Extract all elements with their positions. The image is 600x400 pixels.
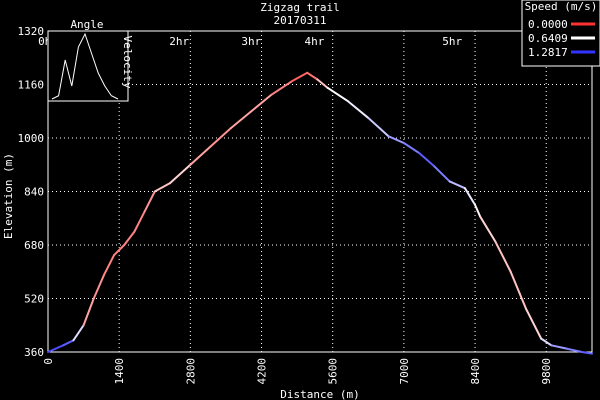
elevation-segment <box>580 351 593 355</box>
y-tick-label: 1160 <box>18 79 45 92</box>
elevation-segment <box>92 274 105 300</box>
chart-subtitle: 20170311 <box>274 14 327 27</box>
y-tick-label: 360 <box>24 346 44 359</box>
legend-title: Speed (m/s) <box>525 0 598 13</box>
time-tick-label: 4hr <box>304 35 324 48</box>
y-tick-label: 840 <box>24 186 44 199</box>
elevation-segment <box>169 163 192 185</box>
y-tick-label: 520 <box>24 293 44 306</box>
x-tick-label: 1400 <box>113 358 126 385</box>
inset-chart: Angle Velocity <box>47 18 134 102</box>
elevation-segment <box>326 86 349 103</box>
elevation-segment <box>189 145 212 166</box>
x-tick-label: 9800 <box>540 358 553 385</box>
time-tick-label: 3hr <box>241 35 261 48</box>
elevation-segment <box>270 80 294 96</box>
time-tick-label: 2hr <box>169 35 189 48</box>
elevation-segment <box>463 187 477 206</box>
elevation-segment <box>524 307 543 340</box>
y-tick-label: 1320 <box>18 25 45 38</box>
time-tick-label: 5hr <box>442 35 462 48</box>
elevation-segment <box>418 152 436 168</box>
x-tick-label: 5600 <box>327 358 340 385</box>
elevation-segment <box>62 339 75 347</box>
elevation-segment <box>306 71 319 81</box>
elevation-segment <box>550 344 568 350</box>
x-tick-label: 4200 <box>256 358 269 385</box>
elevation-segment <box>291 71 309 83</box>
elevation-segment <box>474 203 482 218</box>
legend-frame <box>521 0 600 67</box>
elevation-segment <box>153 182 172 193</box>
y-tick-layer: 360 520 680 840 1000 1160 1320 <box>18 25 45 359</box>
legend-label: 0.6409 <box>528 32 568 45</box>
elevation-segment <box>494 240 512 273</box>
legend-label: 1.2817 <box>528 46 568 59</box>
elevation-segment <box>123 230 136 246</box>
x-tick-label: 0 <box>42 358 55 365</box>
inset-right-label: Velocity <box>121 36 134 89</box>
elevation-segment <box>479 215 497 243</box>
x-tick-layer: 0 1400 2800 4200 5600 7000 8400 9800 <box>42 358 553 385</box>
legend-label: 0.0000 <box>528 18 568 31</box>
elevation-segment <box>209 126 233 148</box>
elevation-segment <box>47 344 65 353</box>
elevation-segment <box>102 254 116 277</box>
elevation-segment <box>113 244 126 257</box>
elevation-segment <box>433 165 451 183</box>
elevation-segment <box>72 324 85 342</box>
y-tick-label: 680 <box>24 239 44 252</box>
elevation-segment <box>82 297 95 327</box>
elevation-segment <box>250 93 273 113</box>
grid-layer <box>47 30 592 353</box>
elevation-segment <box>565 347 583 353</box>
elevation-segment <box>230 110 253 129</box>
series-layer <box>47 71 593 355</box>
x-tick-label: 8400 <box>469 358 482 385</box>
y-tick-label: 1000 <box>18 132 45 145</box>
elevation-segment <box>448 180 466 190</box>
inset-line <box>51 32 119 100</box>
x-axis-label: Distance (m) <box>280 388 359 400</box>
elevation-segment <box>540 337 553 347</box>
elevation-segment <box>133 210 146 233</box>
elevation-segment <box>316 78 329 89</box>
elevation-segment <box>387 135 405 145</box>
x-tick-label: 2800 <box>184 358 197 385</box>
inset-frame <box>47 30 129 102</box>
chart-title: Zigzag trail <box>260 1 339 14</box>
x-tick-label: 7000 <box>398 358 411 385</box>
elevation-segment <box>346 100 370 119</box>
elevation-segment <box>367 116 390 138</box>
inset-title: Angle <box>70 18 103 31</box>
elevation-segment <box>509 270 527 310</box>
elevation-segment <box>143 190 156 213</box>
elevation-segment <box>402 142 421 155</box>
y-axis-label: Elevation (m) <box>2 153 15 239</box>
